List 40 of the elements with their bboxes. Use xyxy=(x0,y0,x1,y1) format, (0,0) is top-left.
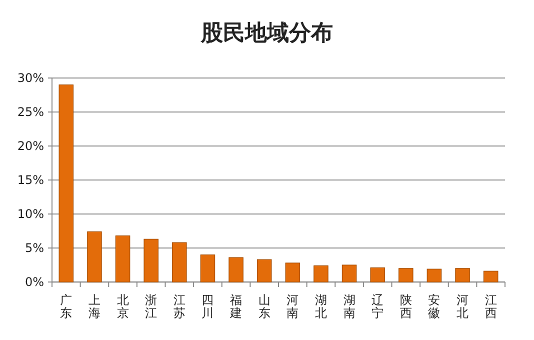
x-tick-label: 安徽 xyxy=(428,293,440,320)
x-tick-label: 福建 xyxy=(229,293,242,320)
y-tick-label: 5% xyxy=(24,241,44,255)
bar xyxy=(228,257,244,282)
x-tick-label: 广东 xyxy=(60,293,72,320)
x-tick-label: 辽宁 xyxy=(372,293,384,320)
x-tick-label: 湖南 xyxy=(343,293,356,320)
y-tick-label: 30% xyxy=(17,71,44,85)
bar xyxy=(256,259,272,282)
bar xyxy=(200,254,216,282)
bar xyxy=(398,268,414,282)
x-tick-label: 北京 xyxy=(116,293,129,320)
x-tick-label: 四川 xyxy=(202,293,214,320)
x-tick-label: 陕西 xyxy=(400,293,412,320)
bar xyxy=(483,270,498,282)
x-tick-label: 江西 xyxy=(484,293,497,320)
bar xyxy=(370,267,385,282)
x-tick-label: 山东 xyxy=(258,293,270,320)
chart-title: 股民地域分布 xyxy=(200,21,333,46)
bar xyxy=(87,231,102,282)
y-tick-label: 15% xyxy=(17,173,44,187)
bar xyxy=(426,268,442,282)
x-tick-label: 湖北 xyxy=(314,293,327,320)
y-tick-label: 25% xyxy=(17,105,44,119)
bar xyxy=(144,238,158,282)
y-tick-label: 10% xyxy=(17,207,44,221)
x-tick-label: 河南 xyxy=(286,293,299,320)
bar xyxy=(342,264,357,282)
x-tick-label: 浙江 xyxy=(145,293,158,320)
x-tick-label: 上海 xyxy=(88,293,100,320)
bar xyxy=(172,242,187,282)
y-tick-label: 20% xyxy=(17,139,44,153)
x-tick-label: 河北 xyxy=(456,293,469,320)
bar xyxy=(115,235,130,282)
x-tick-label: 江苏 xyxy=(173,293,186,320)
bar xyxy=(285,262,300,282)
y-tick-label: 0% xyxy=(24,275,44,289)
bar xyxy=(58,84,74,282)
bar xyxy=(455,268,470,282)
bar xyxy=(314,265,328,282)
